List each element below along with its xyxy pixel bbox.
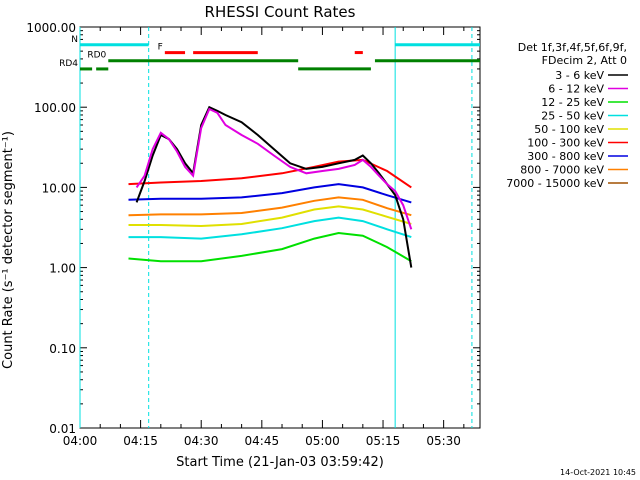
x-tick-label: 04:15 bbox=[123, 434, 158, 448]
series-line-2 bbox=[135, 107, 413, 230]
legend-label: 7000 - 15000 keV bbox=[506, 177, 604, 190]
y-tick-label: 0.01 bbox=[49, 422, 76, 436]
legend-label: 25 - 50 keV bbox=[541, 110, 604, 123]
series-line-3 bbox=[128, 231, 412, 263]
series-line-7 bbox=[128, 183, 412, 204]
series-line-8 bbox=[128, 196, 412, 217]
y-tick-label: 1000.00 bbox=[26, 21, 76, 35]
legend-label: 50 - 100 keV bbox=[534, 123, 604, 136]
legend-label: 300 - 800 keV bbox=[527, 150, 604, 163]
legend-header-line-1: Det 1f,3f,4f,5f,6f,9f, bbox=[518, 41, 627, 54]
x-tick-label: 05:15 bbox=[366, 434, 401, 448]
flag-label-f: F bbox=[158, 43, 163, 53]
flag-label-rd0: RD0 bbox=[87, 51, 106, 61]
legend-header-line-2: FDecim 2, Att 0 bbox=[542, 54, 627, 67]
legend-label: 3 - 6 keV bbox=[555, 69, 604, 82]
chart-title: RHESSI Count Rates bbox=[205, 3, 356, 21]
y-tick-label: 1.00 bbox=[49, 262, 76, 276]
legend-label: 12 - 25 keV bbox=[541, 96, 604, 109]
footer-timestamp: 14-Oct-2021 10:45 bbox=[560, 468, 636, 477]
legend-label: 6 - 12 keV bbox=[548, 83, 604, 96]
legend-label: 800 - 7000 keV bbox=[520, 164, 604, 177]
y-axis-label: Count Rate (s⁻¹ detector segment⁻¹) bbox=[1, 131, 16, 369]
x-tick-label: 04:30 bbox=[184, 434, 219, 448]
x-tick-label: 04:45 bbox=[245, 434, 280, 448]
flag-label-n: N bbox=[71, 35, 78, 45]
x-tick-label: 05:00 bbox=[305, 434, 340, 448]
x-axis-label: Start Time (21-Jan-03 03:59:42) bbox=[176, 455, 384, 470]
series-line-5 bbox=[128, 205, 412, 228]
series-line-4 bbox=[128, 216, 412, 240]
y-tick-label: 0.10 bbox=[49, 342, 76, 356]
y-tick-label: 100.00 bbox=[34, 101, 76, 115]
x-tick-label: 04:00 bbox=[63, 434, 98, 448]
flag-label-rd4: RD4 bbox=[59, 59, 78, 69]
plot-area: 0.01 0.10 1.00 10.00 100.00 1000.00 04:00 04:15… bbox=[26, 21, 481, 448]
legend: Det 1f,3f,4f,5f,6f,9f, FDecim 2, Att 0 3… bbox=[506, 41, 628, 190]
legend-label: 100 - 300 keV bbox=[527, 137, 604, 150]
x-tick-label: 05:30 bbox=[426, 434, 461, 448]
y-tick-label: 10.00 bbox=[42, 181, 76, 195]
